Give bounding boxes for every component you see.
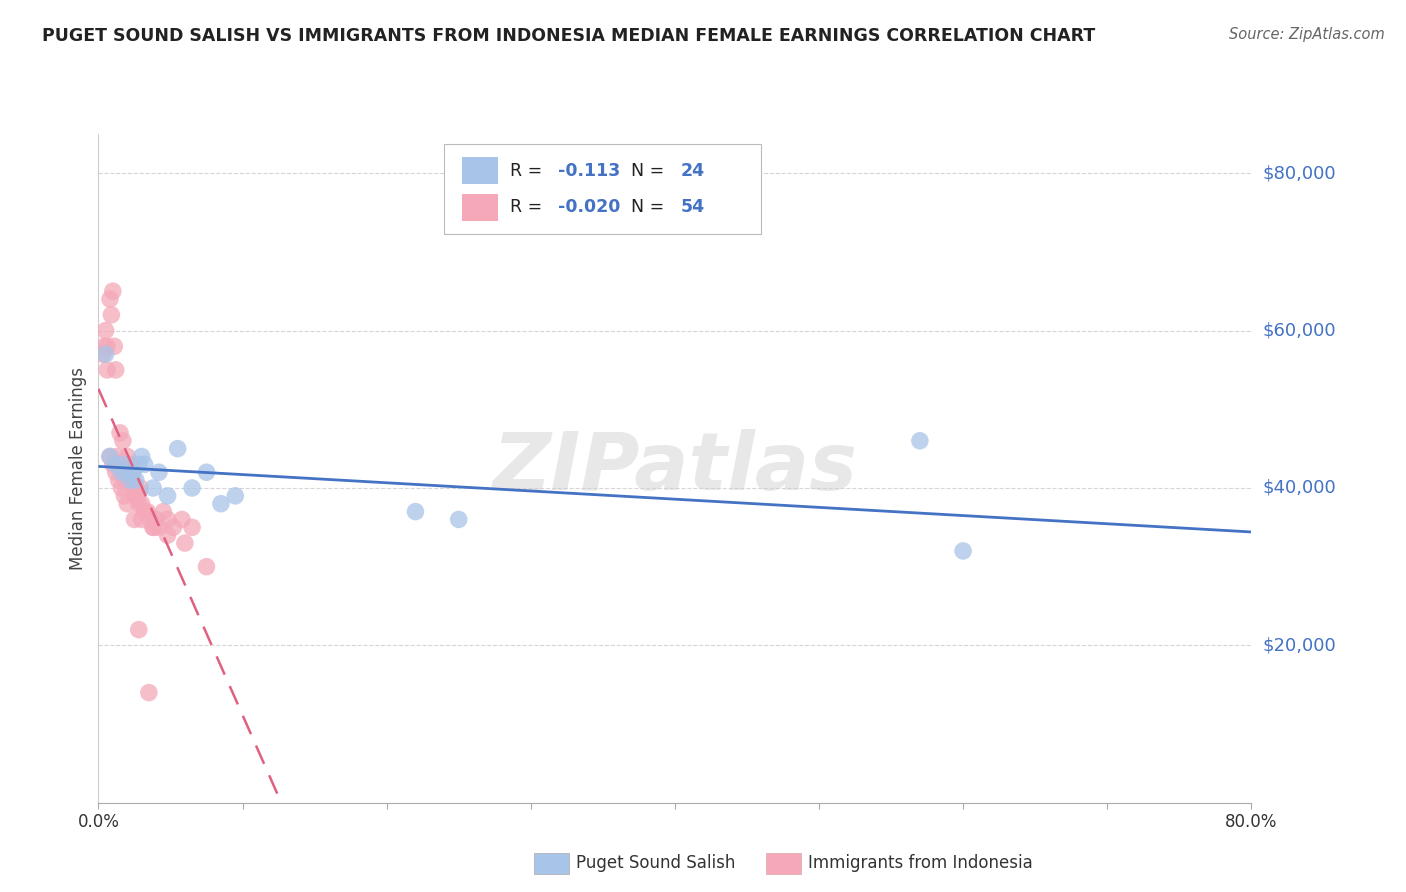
- Text: -0.020: -0.020: [558, 198, 621, 217]
- Point: [100, 308, 122, 322]
- Point: [101, 458, 124, 472]
- Point: [908, 434, 931, 448]
- Point: [104, 363, 127, 377]
- Point: [174, 536, 197, 550]
- Point: [224, 489, 246, 503]
- Point: [103, 339, 125, 353]
- Point: [170, 512, 193, 526]
- Point: [112, 465, 135, 479]
- Text: R =: R =: [510, 161, 548, 179]
- Point: [145, 512, 167, 526]
- Text: N =: N =: [620, 198, 669, 217]
- Text: PUGET SOUND SALISH VS IMMIGRANTS FROM INDONESIA MEDIAN FEMALE EARNINGS CORRELATI: PUGET SOUND SALISH VS IMMIGRANTS FROM IN…: [42, 27, 1095, 45]
- Point: [105, 450, 128, 464]
- Point: [128, 497, 150, 511]
- Point: [98, 450, 121, 464]
- Point: [162, 520, 184, 534]
- Text: 24: 24: [681, 161, 704, 179]
- Point: [104, 458, 127, 472]
- Point: [124, 512, 146, 526]
- Point: [166, 442, 188, 456]
- Point: [127, 489, 149, 503]
- Point: [122, 465, 145, 479]
- Text: -0.113: -0.113: [558, 161, 620, 179]
- Point: [104, 465, 127, 479]
- Point: [156, 528, 179, 542]
- Point: [91, 347, 114, 361]
- Point: [131, 512, 153, 526]
- Point: [93, 339, 115, 353]
- Point: [129, 481, 152, 495]
- Point: [112, 458, 135, 472]
- Point: [112, 489, 135, 503]
- Text: R =: R =: [510, 198, 548, 217]
- Point: [117, 497, 138, 511]
- Point: [195, 465, 218, 479]
- Point: [110, 458, 132, 472]
- Text: $80,000: $80,000: [1263, 164, 1336, 182]
- Point: [107, 458, 129, 472]
- Point: [118, 465, 141, 479]
- Text: Puget Sound Salish: Puget Sound Salish: [576, 855, 735, 872]
- Point: [125, 473, 148, 487]
- Point: [134, 505, 156, 519]
- Point: [94, 324, 117, 338]
- Point: [122, 473, 145, 487]
- Bar: [461, 194, 499, 221]
- Point: [98, 292, 121, 306]
- Point: [136, 505, 159, 519]
- Text: Immigrants from Indonesia: Immigrants from Indonesia: [808, 855, 1033, 872]
- Point: [138, 685, 160, 699]
- Point: [134, 458, 156, 472]
- Point: [131, 497, 153, 511]
- Point: [110, 481, 132, 495]
- Point: [107, 473, 129, 487]
- Point: [447, 512, 470, 526]
- Point: [120, 473, 142, 487]
- Point: [101, 284, 124, 298]
- Point: [209, 497, 232, 511]
- Bar: [461, 157, 499, 184]
- Point: [128, 623, 150, 637]
- Point: [125, 481, 148, 495]
- Point: [114, 473, 136, 487]
- Point: [117, 465, 138, 479]
- Text: N =: N =: [620, 161, 669, 179]
- Point: [131, 450, 153, 464]
- Point: [952, 544, 974, 558]
- Point: [111, 434, 134, 448]
- Point: [94, 347, 117, 361]
- Point: [121, 473, 143, 487]
- Point: [181, 481, 204, 495]
- Text: ZIPatlas: ZIPatlas: [492, 429, 858, 508]
- Text: Source: ZipAtlas.com: Source: ZipAtlas.com: [1229, 27, 1385, 42]
- Text: $20,000: $20,000: [1263, 636, 1336, 655]
- Point: [405, 505, 427, 519]
- Point: [98, 450, 121, 464]
- Point: [128, 458, 150, 472]
- Point: [181, 520, 204, 534]
- Point: [120, 458, 142, 472]
- Point: [152, 505, 174, 519]
- Point: [156, 512, 179, 526]
- Point: [96, 363, 118, 377]
- Point: [96, 339, 118, 353]
- Point: [110, 465, 132, 479]
- Point: [148, 520, 170, 534]
- Point: [117, 450, 138, 464]
- Text: 54: 54: [681, 198, 704, 217]
- Point: [124, 489, 146, 503]
- Point: [108, 425, 131, 440]
- Point: [142, 481, 165, 495]
- Text: $60,000: $60,000: [1263, 321, 1336, 340]
- Point: [195, 559, 218, 574]
- Point: [148, 465, 170, 479]
- Point: [139, 512, 162, 526]
- Point: [142, 520, 165, 534]
- Point: [156, 489, 179, 503]
- Text: $40,000: $40,000: [1263, 479, 1336, 497]
- Y-axis label: Median Female Earnings: Median Female Earnings: [69, 367, 87, 570]
- FancyBboxPatch shape: [444, 144, 762, 235]
- Point: [142, 520, 165, 534]
